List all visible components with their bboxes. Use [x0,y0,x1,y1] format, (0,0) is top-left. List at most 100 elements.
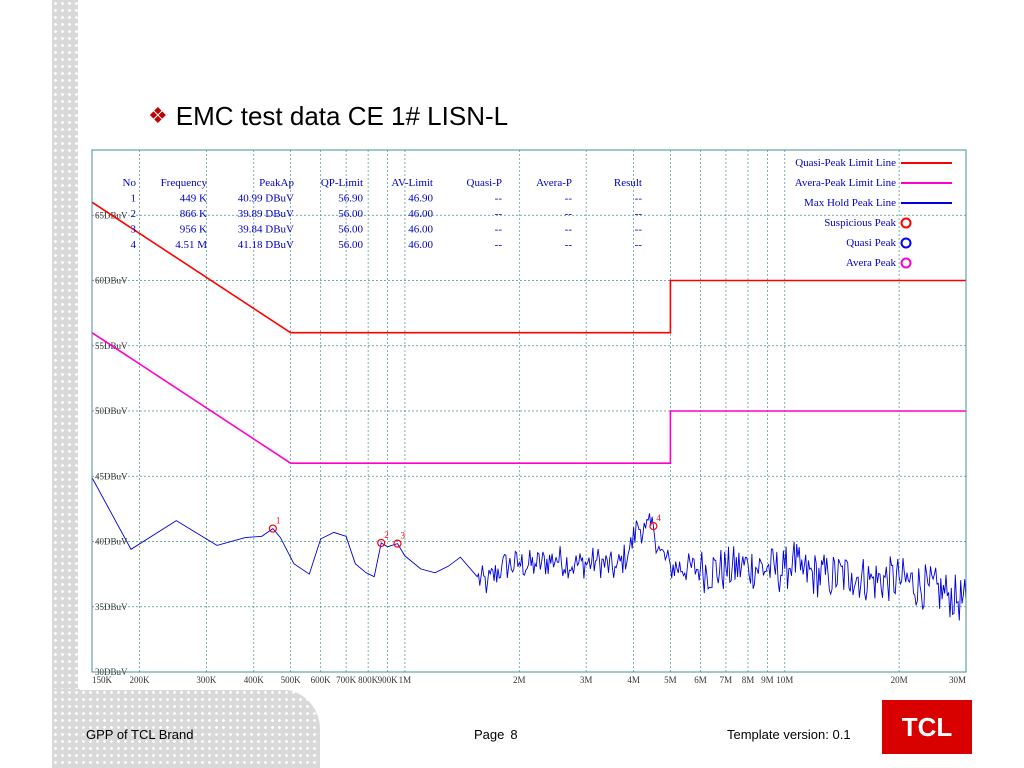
legend-label: Quasi Peak [846,237,896,249]
table-cell: -- [565,239,573,251]
table-cell: 39.84 DBuV [238,224,294,236]
table-cell: -- [635,193,643,205]
table-cell: -- [495,208,503,220]
peak-label: 2 [384,530,389,540]
table-header-cell: Quasi-P [467,177,502,189]
table-cell: 56.00 [338,208,363,220]
table-cell: -- [635,224,643,236]
table-header-cell: Result [614,177,642,189]
peak-label: 4 [656,513,661,523]
peak-table: No Frequency PeakAp QP-Limit AV-Limit Quasi-P… [123,177,643,251]
legend-circle-swatch [900,217,912,229]
table-cell: 40.99 DBuV [238,193,294,205]
x-tick-label: 900K [378,675,399,685]
table-cell: 4.51 M [175,239,207,251]
legend-label: Quasi-Peak Limit Line [795,157,896,169]
y-tick-label: 60DBuV [95,276,128,286]
table-header-cell: No [123,177,137,189]
x-tick-label: 30M [949,675,966,685]
template-version: Template version: 0.1 [727,727,851,742]
peak-markers: 1 2 3 4 [268,513,661,548]
x-tick-label: 700K [336,675,357,685]
table-cell: 56.00 [338,224,363,236]
chart-series [91,201,967,621]
x-tick-label: 800K [358,675,379,685]
suspicious-peak-marker [393,539,402,548]
decorative-dotted-footer [52,689,320,768]
legend-circle-swatch [900,257,912,269]
table-cell: 2 [131,208,137,220]
legend-circle-swatch [900,237,912,249]
table-header-cell: PeakAp [259,177,294,189]
table-cell: 46.00 [408,208,433,220]
table-cell: -- [565,208,573,220]
x-tick-label: 400K [244,675,264,685]
table-cell: 449 K [180,193,207,205]
diamond-bullet-icon: ❖ [148,104,168,129]
x-tick-label: 7M [720,675,733,685]
page-label: Page [474,727,505,742]
table-header-cell: Avera-P [536,177,572,189]
table-cell: 956 K [180,224,207,236]
qp-limit-line [91,201,966,334]
table-cell: 56.00 [338,239,363,251]
table-cell: -- [565,193,573,205]
av-limit-line [91,332,966,465]
slide-title-text: EMC test data CE 1# LISN-L [175,101,509,131]
x-axis-labels: 150K 200K 300K 400K 500K 600K 700K 800K 900K 1M 2M… [92,675,966,685]
tcl-logo: TCL [882,700,972,754]
x-tick-label: 8M [742,675,755,685]
table-cell: 46.00 [408,224,433,236]
page-indicator: Page 8 [474,727,518,742]
x-tick-label: 1M [399,675,412,685]
slide-title: ❖ EMC test data CE 1# LISN-L [148,101,508,132]
max-hold-trace [91,477,967,621]
table-cell: -- [495,239,503,251]
legend-label: Max Hold Peak Line [804,197,896,209]
x-tick-label: 10M [776,675,793,685]
table-cell: -- [495,224,503,236]
plot-frame [91,149,967,673]
table-header-cell: AV-Limit [391,177,433,189]
x-tick-label: 5M [664,675,677,685]
x-tick-label: 4M [627,675,640,685]
table-header-cell: Frequency [161,177,208,189]
chart-legend: Quasi-Peak Limit Line Avera-Peak Limit Li… [795,157,952,269]
table-cell: 866 K [180,208,207,220]
table-cell: 4 [131,239,137,251]
x-tick-label: 150K [92,675,113,685]
x-tick-label: 600K [311,675,332,685]
table-cell: 3 [131,224,137,236]
table-cell: 56.90 [338,193,363,205]
table-cell: 46.90 [408,193,433,205]
suspicious-peak-marker [377,538,386,548]
x-tick-label: 500K [281,675,302,685]
x-tick-label: 3M [580,675,593,685]
y-tick-label: 45DBuV [95,471,128,481]
peak-label: 1 [276,516,281,526]
table-cell: 46.00 [408,239,433,251]
page-number: 8 [510,727,518,742]
x-tick-label: 6M [694,675,707,685]
table-cell: -- [495,193,503,205]
x-tick-label: 200K [129,675,150,685]
legend-label: Suspicious Peak [824,217,896,229]
table-cell: -- [635,239,643,251]
y-tick-label: 40DBuV [95,537,128,547]
table-cell: -- [565,224,573,236]
x-tick-label: 20M [891,675,908,685]
table-cell: 39.89 DBuV [238,208,294,220]
emc-chart: 30DBuV35DBuV40DBuV45DBuV50DBuV55DBuV60DB… [80,145,970,690]
table-cell: 41.18 DBuV [238,239,294,251]
legend-label: Avera Peak [846,257,897,269]
y-tick-label: 50DBuV [95,406,128,416]
legend-label: Avera-Peak Limit Line [795,177,896,189]
x-tick-label: 2M [513,675,526,685]
table-cell: 1 [131,193,137,205]
x-tick-label: 9M [761,675,774,685]
x-tick-label: 300K [196,675,217,685]
chart-background [80,145,970,690]
footer-brand-text: GPP of TCL Brand [86,727,194,742]
suspicious-peak-marker [268,524,277,533]
suspicious-peak-marker [649,522,658,531]
